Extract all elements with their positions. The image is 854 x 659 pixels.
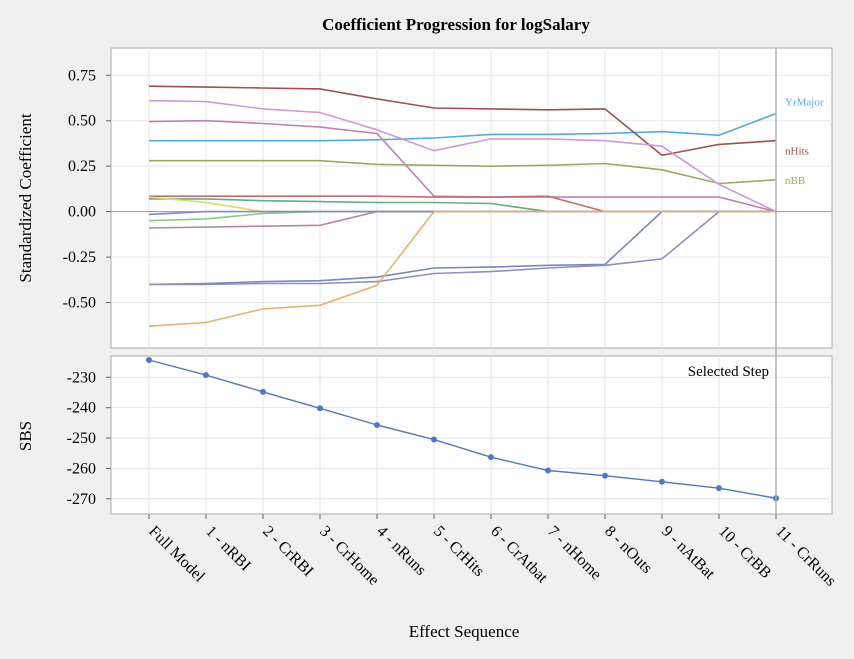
series-end-labels: YrMajor nHits nBB bbox=[785, 96, 824, 186]
y-tick-label: -230 bbox=[67, 369, 96, 386]
chart-title: Coefficient Progression for logSalary bbox=[322, 15, 590, 34]
y-tick-label: -250 bbox=[67, 430, 96, 447]
sbs-point bbox=[146, 356, 152, 363]
y-tick-label: 0.00 bbox=[68, 204, 96, 221]
coefficient-panel: 0.75 0.50 0.25 0.00 -0.25 -0.50 YrMajor nHits n… bbox=[16, 47, 833, 349]
sbs-point bbox=[374, 421, 380, 428]
sbs-point bbox=[659, 478, 665, 485]
y-tick-label: -240 bbox=[67, 400, 96, 417]
sbs-series-line bbox=[146, 356, 779, 502]
sbs-point bbox=[317, 405, 323, 412]
series-line bbox=[149, 210, 776, 286]
y-tick-label: -270 bbox=[67, 491, 96, 508]
series-line-nbb bbox=[149, 159, 777, 185]
y-tick-label: 0.50 bbox=[68, 113, 96, 130]
selected-step-annotation: Selected Step bbox=[688, 364, 769, 380]
sbs-point bbox=[545, 467, 551, 474]
series-label: nHits bbox=[785, 146, 809, 158]
sbs-point bbox=[431, 436, 437, 443]
y-tick-label: -260 bbox=[67, 460, 96, 477]
coefficient-y-axis-label: Standardized Coefficient bbox=[16, 113, 35, 282]
y-tick-label: 0.25 bbox=[68, 158, 96, 175]
sbs-point bbox=[260, 388, 266, 395]
series-line bbox=[148, 359, 777, 499]
series-line-yrmajor bbox=[149, 112, 777, 142]
sbs-point bbox=[488, 454, 494, 461]
sbs-point bbox=[203, 372, 209, 379]
sbs-y-axis-label: SBS bbox=[16, 421, 35, 451]
series-line bbox=[148, 99, 777, 213]
sbs-y-ticks: -230 -240 -250 -260 -270 bbox=[67, 369, 111, 508]
y-tick-label: 0.75 bbox=[68, 67, 96, 84]
series-label: nBB bbox=[785, 175, 805, 187]
sbs-point bbox=[602, 472, 608, 479]
y-tick-label: -0.50 bbox=[63, 295, 96, 312]
coefficient-y-ticks: 0.75 0.50 0.25 0.00 -0.25 -0.50 bbox=[63, 67, 111, 312]
series-line bbox=[148, 210, 776, 327]
sbs-panel: -230 -240 -250 -260 -270 Selected Step SBS bbox=[16, 355, 833, 515]
coefficient-series-lines bbox=[148, 85, 777, 327]
y-tick-label: -0.25 bbox=[63, 249, 96, 266]
series-label: YrMajor bbox=[785, 96, 824, 108]
sbs-point bbox=[716, 485, 722, 492]
x-axis-label: Effect Sequence bbox=[409, 622, 520, 641]
